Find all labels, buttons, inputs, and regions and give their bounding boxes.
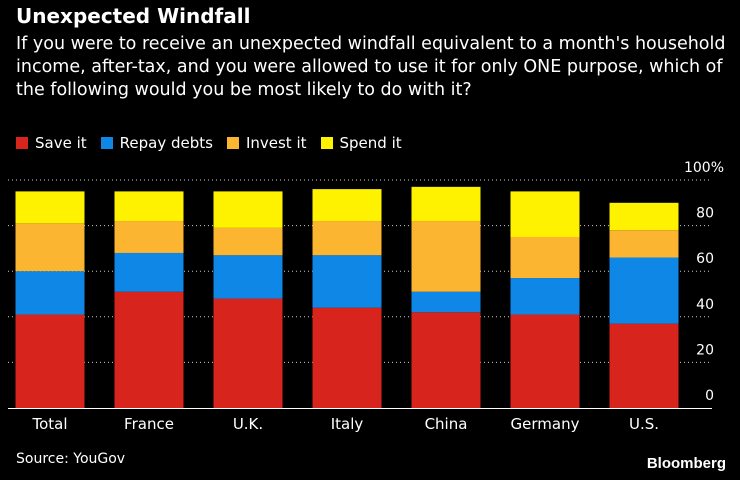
bar-us-repay-debts — [609, 257, 679, 324]
bar-france-spend-it — [114, 191, 184, 222]
bar-us-spend-it — [609, 202, 679, 231]
chart-title: Unexpected Windfall — [16, 4, 251, 28]
bar-us-invest-it — [609, 230, 679, 258]
x-tick-label-italy: Italy — [331, 415, 364, 433]
legend-swatch — [320, 137, 333, 149]
bar-france-save-it — [114, 291, 184, 408]
legend-swatch — [100, 137, 113, 149]
x-tick-label-total: Total — [31, 415, 67, 433]
bar-italy-save-it — [312, 307, 382, 408]
source-note: Source: YouGov — [16, 451, 126, 467]
bar-china-save-it — [411, 312, 481, 408]
x-tick-label-uk: U.K. — [233, 415, 263, 433]
bar-germany-save-it — [510, 314, 580, 408]
bloomberg-logo: Bloomberg — [646, 455, 726, 472]
bar-uk-spend-it — [213, 191, 283, 228]
chart-subtitle: If you were to receive an unexpected win… — [16, 34, 726, 100]
bar-china-spend-it — [411, 186, 481, 222]
bar-italy-invest-it — [312, 221, 382, 256]
x-tick-label-germany: Germany — [511, 415, 580, 433]
bar-italy-repay-debts — [312, 255, 382, 308]
y-tick-label-40: 40 — [696, 297, 714, 313]
legend-label: Spend it — [339, 134, 402, 152]
bar-italy-spend-it — [312, 189, 382, 222]
bar-total-invest-it — [15, 223, 85, 272]
x-tick-label-china: China — [425, 415, 468, 433]
legend-label: Invest it — [245, 134, 307, 152]
legend-swatch — [226, 137, 239, 149]
legend-item-save-it: Save it — [16, 134, 87, 152]
y-tick-label-0: 0 — [705, 388, 714, 404]
bar-germany-invest-it — [510, 237, 580, 279]
legend-item-repay-debts: Repay debts — [100, 134, 213, 152]
bar-china-invest-it — [411, 221, 481, 292]
y-tick-label-100: 100% — [684, 160, 724, 176]
y-tick-label-60: 60 — [696, 251, 714, 267]
bar-total-repay-debts — [15, 271, 85, 315]
bar-uk-invest-it — [213, 227, 283, 256]
y-tick-label-80: 80 — [696, 206, 714, 222]
bar-us-save-it — [609, 323, 679, 408]
bar-total-spend-it — [15, 191, 85, 224]
bar-china-repay-debts — [411, 291, 481, 313]
legend-item-invest-it: Invest it — [226, 134, 307, 152]
bar-germany-spend-it — [510, 191, 580, 237]
legend-label: Repay debts — [119, 134, 213, 152]
bar-uk-save-it — [213, 298, 283, 408]
bar-germany-repay-debts — [510, 278, 580, 315]
x-tick-label-france: France — [124, 415, 174, 433]
bar-uk-repay-debts — [213, 255, 283, 299]
x-tick-label-us: U.S. — [629, 415, 659, 433]
bar-total-save-it — [15, 314, 85, 408]
bar-france-invest-it — [114, 221, 184, 253]
legend-swatch — [16, 137, 28, 149]
chart-legend: Save it Repay debts Invest it Spend it — [16, 134, 402, 152]
y-tick-label-20: 20 — [696, 342, 714, 358]
bar-france-repay-debts — [114, 252, 184, 292]
legend-label: Save it — [35, 134, 87, 152]
legend-item-spend-it: Spend it — [320, 134, 402, 152]
